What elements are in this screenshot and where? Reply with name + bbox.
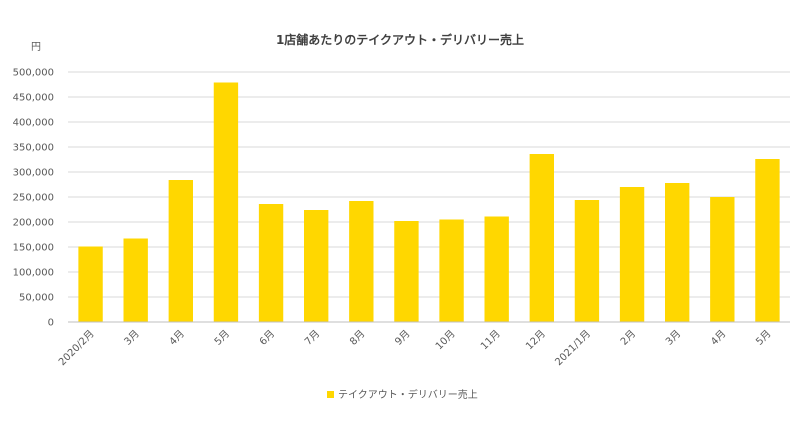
x-tick-label: 8月 [347, 328, 367, 348]
bar [529, 154, 554, 322]
bar [213, 82, 239, 322]
bar [484, 216, 509, 322]
y-tick-label: 300,000 [13, 168, 54, 179]
x-tick-label: 4月 [167, 328, 187, 348]
bar [574, 200, 600, 322]
bar [304, 210, 329, 322]
y-tick-label: 350,000 [13, 143, 54, 154]
legend-label: テイクアウト・デリバリー売上 [338, 388, 478, 401]
bar [78, 246, 103, 322]
x-tick-label: 12月 [523, 328, 548, 353]
x-tick-label: 7月 [302, 328, 322, 348]
bar [619, 187, 645, 322]
y-tick-label: 100,000 [13, 268, 54, 279]
y-tick-label: 450,000 [13, 93, 54, 104]
bar [665, 183, 690, 322]
y-tick-label: 50,000 [19, 293, 54, 304]
y-tick-label: 0 [48, 318, 54, 329]
bar [439, 219, 464, 322]
y-tick-label: 500,000 [13, 68, 54, 79]
x-tick-label: 4月 [708, 328, 728, 348]
x-tick-label: 2020/2月 [56, 328, 96, 368]
y-axis-unit: 円 [31, 42, 41, 53]
x-tick-label: 2021/1月 [553, 328, 593, 368]
bar [394, 221, 419, 322]
x-tick-label: 10月 [433, 328, 458, 353]
x-tick-label: 3月 [663, 328, 683, 348]
x-tick-label: 5月 [212, 328, 232, 348]
bar [710, 197, 735, 322]
bar [258, 204, 284, 322]
x-tick-label: 6月 [257, 328, 277, 348]
bar [349, 201, 374, 322]
y-tick-label: 200,000 [13, 218, 54, 229]
x-tick-label: 5月 [753, 328, 773, 348]
y-tick-label: 400,000 [13, 118, 54, 129]
x-tick-label: 11月 [478, 328, 503, 353]
x-tick-label: 9月 [392, 328, 412, 348]
legend-swatch [327, 391, 334, 398]
x-tick-label: 2月 [618, 328, 638, 348]
bar [123, 238, 148, 322]
legend: テイクアウト・デリバリー売上 [327, 388, 478, 401]
bar [168, 180, 193, 322]
x-tick-label: 3月 [122, 328, 142, 348]
chart-title: 1店舗あたりのテイクアウト・デリバリー売上 [276, 32, 524, 47]
y-axis-ticks: 0 50,000 100,000 150,000 200,000 250,000 300,0… [13, 68, 54, 329]
bar [755, 159, 780, 322]
y-tick-label: 150,000 [13, 243, 54, 254]
y-tick-label: 250,000 [13, 193, 54, 204]
x-axis-ticks: 2020/2月 3月 4月 5月 6月 7月 8月 9月 10月 11月 12月 2021/1月 2月 3… [56, 328, 773, 368]
bars [78, 82, 780, 322]
